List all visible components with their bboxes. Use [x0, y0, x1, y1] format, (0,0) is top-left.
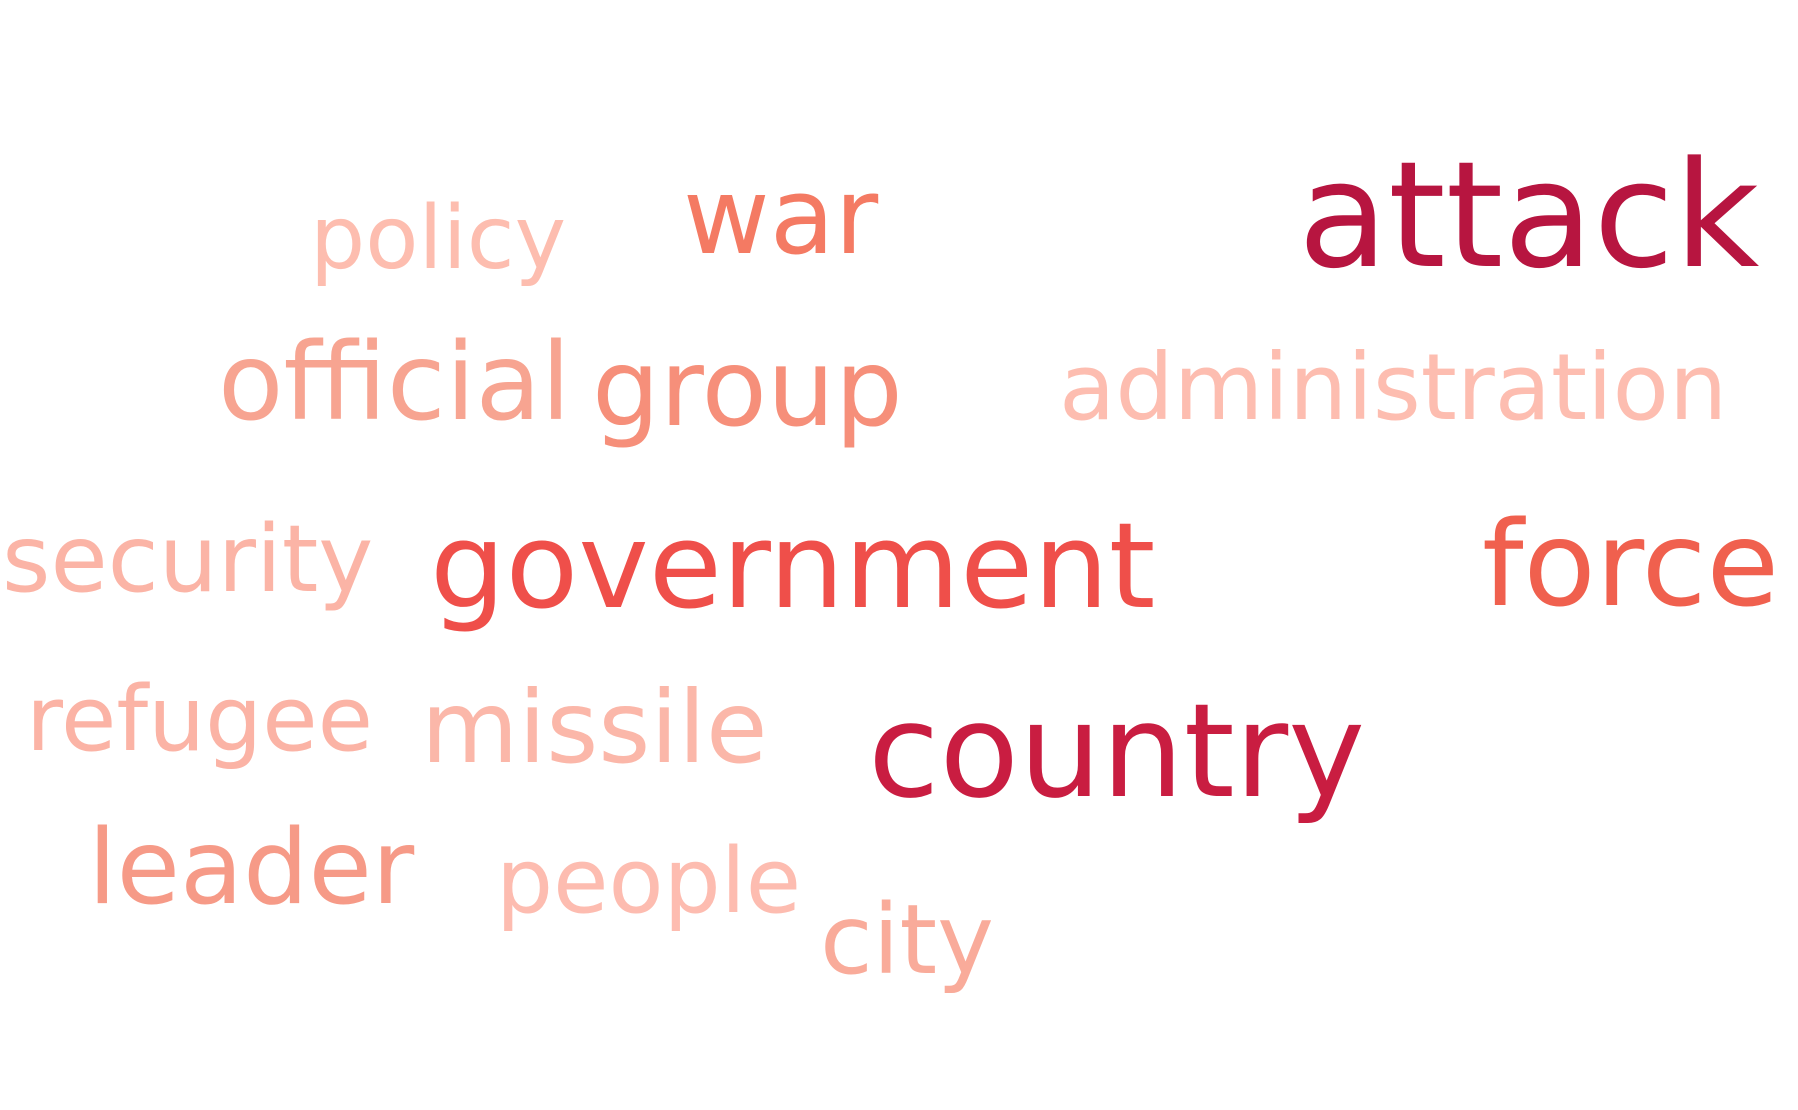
word-refugee: refugee — [26, 667, 373, 772]
word-city: city — [820, 884, 994, 996]
word-country: country — [868, 675, 1366, 827]
word-war: war — [683, 155, 879, 278]
word-government: government — [430, 498, 1156, 636]
word-leader: leader — [88, 808, 415, 928]
word-force: force — [1482, 495, 1780, 633]
word-attack: attack — [1298, 130, 1760, 301]
word-security: security — [2, 505, 374, 613]
word-people: people — [496, 829, 802, 934]
word-group: group — [592, 327, 903, 451]
word-missile: missile — [421, 669, 768, 786]
word-policy: policy — [310, 187, 567, 289]
word-administration: administration — [1059, 334, 1728, 441]
word-official: official — [218, 321, 571, 445]
